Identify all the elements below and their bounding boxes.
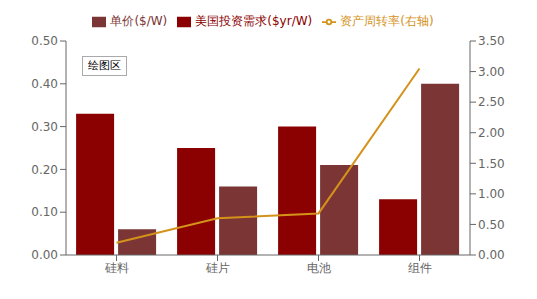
html-text:资产周转率(右轴): 资产周转率(右轴) — [340, 14, 434, 28]
svg-text:组件: 组件 — [408, 261, 432, 275]
svg-text:1.50: 1.50 — [478, 157, 505, 171]
html-text:绘图区: 绘图区 — [88, 59, 121, 72]
svg-text:0.20: 0.20 — [31, 163, 58, 177]
html-text:单价($/W): 单价($/W) — [110, 14, 168, 28]
svg-text:0.40: 0.40 — [31, 77, 58, 91]
svg-text:硅片: 硅片 — [205, 261, 230, 275]
svg-text:3.50: 3.50 — [478, 34, 505, 48]
svg-text:0.50: 0.50 — [478, 218, 505, 232]
svg-text:0.00: 0.00 — [478, 248, 505, 262]
svg-text:0.50: 0.50 — [31, 34, 58, 48]
svg-text:2.50: 2.50 — [478, 95, 505, 109]
svg-text:0.30: 0.30 — [31, 120, 58, 134]
svg-text:1.00: 1.00 — [478, 187, 505, 201]
svg-text:硅料: 硅料 — [104, 261, 129, 275]
svg-text:3.00: 3.00 — [478, 65, 505, 79]
svg-text:2.00: 2.00 — [478, 126, 505, 140]
svg-text:电池: 电池 — [307, 261, 331, 275]
svg-text:0.00: 0.00 — [31, 248, 58, 262]
html-text:美国投资需求($yr/W): 美国投资需求($yr/W) — [195, 14, 313, 28]
svg-text:0.10: 0.10 — [31, 205, 58, 219]
